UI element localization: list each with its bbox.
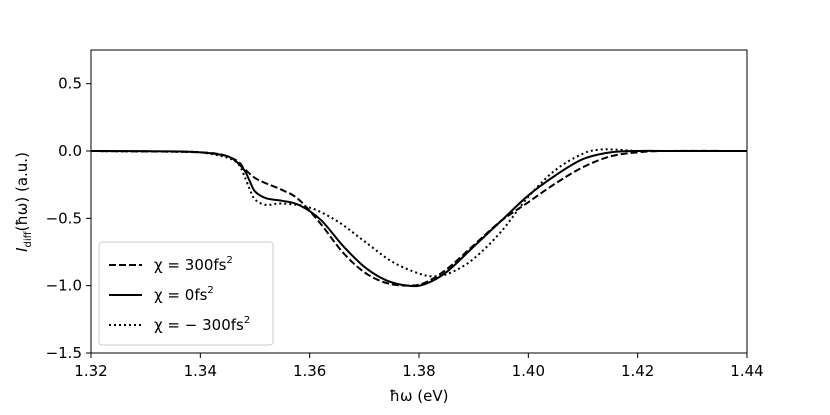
y-axis: −1.5 −1.0 −0.5 0.0 0.5 [46,75,91,362]
y-axis-label: Idiff(ħω) (a.u.) [13,152,34,252]
y-tick-label: −1.0 [46,277,82,295]
y-tick-label: 0.0 [58,142,82,160]
legend-frame [98,241,274,346]
x-tick-label: 1.34 [184,362,217,380]
series-line-dashed [90,149,748,287]
legend-entry-2: χ = 0fs2 [154,285,214,304]
y-axis-label-main: I [13,247,31,252]
y-tick-label: 0.5 [58,75,82,93]
x-tick-label: 1.32 [74,362,107,380]
x-tick-label: 1.42 [621,362,654,380]
y-axis-label-sub: diff [23,230,34,247]
series-line-dotted [90,148,747,278]
series-lines [90,148,748,288]
legend-entry-1: χ = 300fs2 [154,255,233,274]
y-tick-label: −1.5 [46,344,82,362]
x-tick-label: 1.36 [293,362,326,380]
x-axis: 1.32 1.34 1.36 1.38 1.40 1.42 1.44 [74,353,764,380]
y-tick-label: −0.5 [46,209,82,227]
x-tick-label: 1.40 [512,362,545,380]
legend-entry-3: χ = − 300fs2 [154,315,250,334]
x-axis-label: ħω (eV) [390,387,449,405]
x-tick-label: 1.44 [730,362,763,380]
x-tick-label: 1.38 [402,362,435,380]
y-axis-label-rest: (ħω) (a.u.) [13,152,31,231]
series-line-solid [90,149,747,288]
legend: χ = 300fs2 χ = 0fs2 χ = − 300fs2 [98,241,274,346]
